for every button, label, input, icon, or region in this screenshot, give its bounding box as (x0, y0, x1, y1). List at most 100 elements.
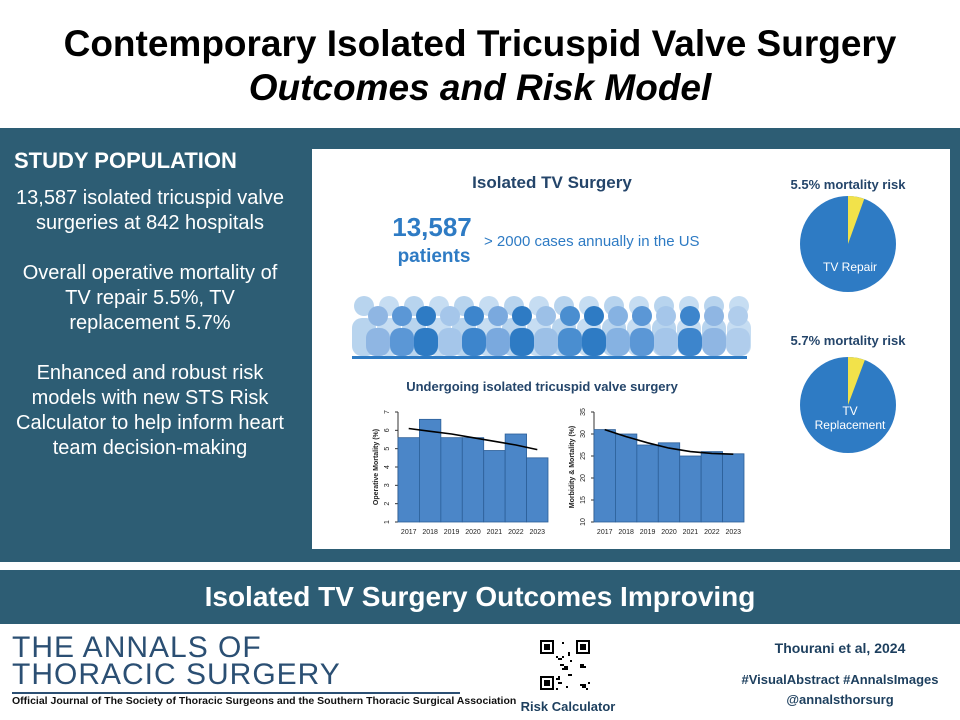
replacement-pie-label-line2: Replacement (815, 418, 886, 432)
person-icon (608, 306, 628, 326)
x-tick-label: 2019 (640, 529, 656, 536)
person-icon (536, 306, 556, 326)
trend-line (604, 428, 734, 455)
qr-label: Risk Calculator (520, 699, 616, 714)
person-icon (726, 328, 750, 356)
y-tick-label: 7 (384, 410, 391, 414)
bar (483, 450, 506, 523)
person-icon (416, 306, 436, 326)
x-tick-label: 2017 (597, 529, 613, 536)
x-tick-label: 2021 (487, 529, 503, 536)
replacement-pie-label-line1: TV (842, 404, 857, 418)
bar (593, 429, 616, 523)
replacement-risk-label: 5.7% mortality risk (791, 333, 907, 348)
bar (526, 457, 549, 523)
person-icon (630, 328, 654, 356)
bar (615, 433, 638, 523)
person-icon (558, 328, 582, 356)
annals-logo-line2: THORACIC SURGERY (12, 658, 341, 691)
person-icon (702, 328, 726, 356)
hashtags-block: #VisualAbstract #AnnalsImages @annalstho… (724, 670, 956, 710)
qr-code-icon[interactable] (540, 640, 590, 690)
person-icon (704, 306, 724, 326)
x-tick-label: 2020 (661, 529, 677, 536)
outcomes-banner: Isolated TV Surgery Outcomes Improving (0, 570, 960, 624)
person-icon (440, 306, 460, 326)
main-section: STUDY POPULATION 13,587 isolated tricusp… (0, 128, 960, 562)
annals-logo-line1: THE ANNALS OF (12, 631, 262, 664)
paragraph-risk-model: Enhanced and robust risk models with new… (16, 362, 284, 459)
y-axis-label: Morbidity & Mortality (%) (569, 426, 576, 508)
person-icon (368, 306, 388, 326)
annals-divider (12, 692, 460, 694)
citation: Thourani et al, 2024 (774, 640, 906, 656)
y-axis-label: Operative Mortality (%) (373, 429, 380, 505)
x-tick-label: 2018 (618, 529, 634, 536)
x-tick-label: 2023 (725, 529, 741, 536)
person-icon (584, 306, 604, 326)
crowd-baseline (352, 356, 747, 359)
x-tick-label: 2022 (704, 529, 720, 536)
x-tick-label: 2017 (401, 529, 417, 536)
y-tick-label: 15 (580, 496, 587, 504)
study-population-panel: STUDY POPULATION 13,587 isolated tricusp… (0, 128, 300, 461)
y-tick-label: 2 (384, 502, 391, 506)
hashtags: #VisualAbstract #AnnalsImages (741, 672, 939, 687)
person-icon (390, 328, 414, 356)
person-icon (512, 306, 532, 326)
crowd-illustration (352, 296, 751, 356)
x-tick-label: 2022 (508, 529, 524, 536)
trend-line (408, 427, 538, 451)
study-population-heading: STUDY POPULATION (14, 148, 237, 173)
y-tick-label: 30 (580, 430, 587, 438)
infographic-panel: Isolated TV Surgery 13,587 patients > 20… (312, 149, 950, 549)
person-icon (438, 328, 462, 356)
person-icon (488, 306, 508, 326)
person-icon (606, 328, 630, 356)
repair-pie-label: TV Repair (823, 260, 877, 274)
y-tick-label: 35 (580, 408, 587, 416)
x-tick-label: 2018 (422, 529, 438, 536)
x-tick-label: 2023 (529, 529, 545, 536)
person-icon (392, 306, 412, 326)
bar (700, 451, 723, 523)
paragraph-mortality: Overall operative mortality of TV repair… (22, 262, 278, 334)
annals-subtitle: Official Journal of The Society of Thora… (12, 695, 517, 707)
x-tick-label: 2020 (465, 529, 481, 536)
replacement-pie-slice (848, 357, 865, 405)
title-line1: Contemporary Isolated Tricuspid Valve Su… (63, 23, 897, 64)
infographic-heading: Isolated TV Surgery (472, 173, 632, 192)
bar (636, 444, 659, 523)
person-icon (462, 328, 486, 356)
title-block: Contemporary Isolated Tricuspid Valve Su… (0, 22, 960, 110)
patients-label: patients (398, 246, 471, 267)
bar (440, 437, 463, 523)
person-icon (678, 328, 702, 356)
repair-risk-label: 5.5% mortality risk (791, 177, 907, 192)
person-icon (366, 328, 390, 356)
person-icon (656, 306, 676, 326)
bar (419, 418, 442, 523)
person-icon (354, 296, 374, 316)
y-tick-label: 20 (580, 474, 587, 482)
y-tick-label: 4 (384, 465, 391, 469)
person-icon (654, 328, 678, 356)
y-tick-label: 10 (580, 518, 587, 526)
repair-pie-slice (848, 196, 865, 244)
footer: THE ANNALS OF THORACIC SURGERY Official … (0, 624, 960, 720)
person-icon (582, 328, 606, 356)
bar (461, 437, 485, 523)
operative-mortality-chart: 1 2 3 4 5 6 7 2017 2018 2019 2020 2021 2022 2023 Opera… (373, 410, 549, 536)
x-tick-label: 2021 (683, 529, 699, 536)
person-icon (414, 328, 438, 356)
person-icon (464, 306, 484, 326)
patients-number: 13,587 (392, 212, 472, 242)
y-tick-label: 25 (580, 452, 587, 460)
annals-logo: THE ANNALS OF THORACIC SURGERY (12, 631, 341, 691)
person-icon (560, 306, 580, 326)
bar (679, 455, 702, 523)
y-tick-label: 5 (384, 447, 391, 451)
crowd-caption: Undergoing isolated tricuspid valve surg… (406, 379, 678, 394)
paragraph-population: 13,587 isolated tricuspid valve surgerie… (16, 187, 284, 234)
y-tick-label: 3 (384, 483, 391, 487)
